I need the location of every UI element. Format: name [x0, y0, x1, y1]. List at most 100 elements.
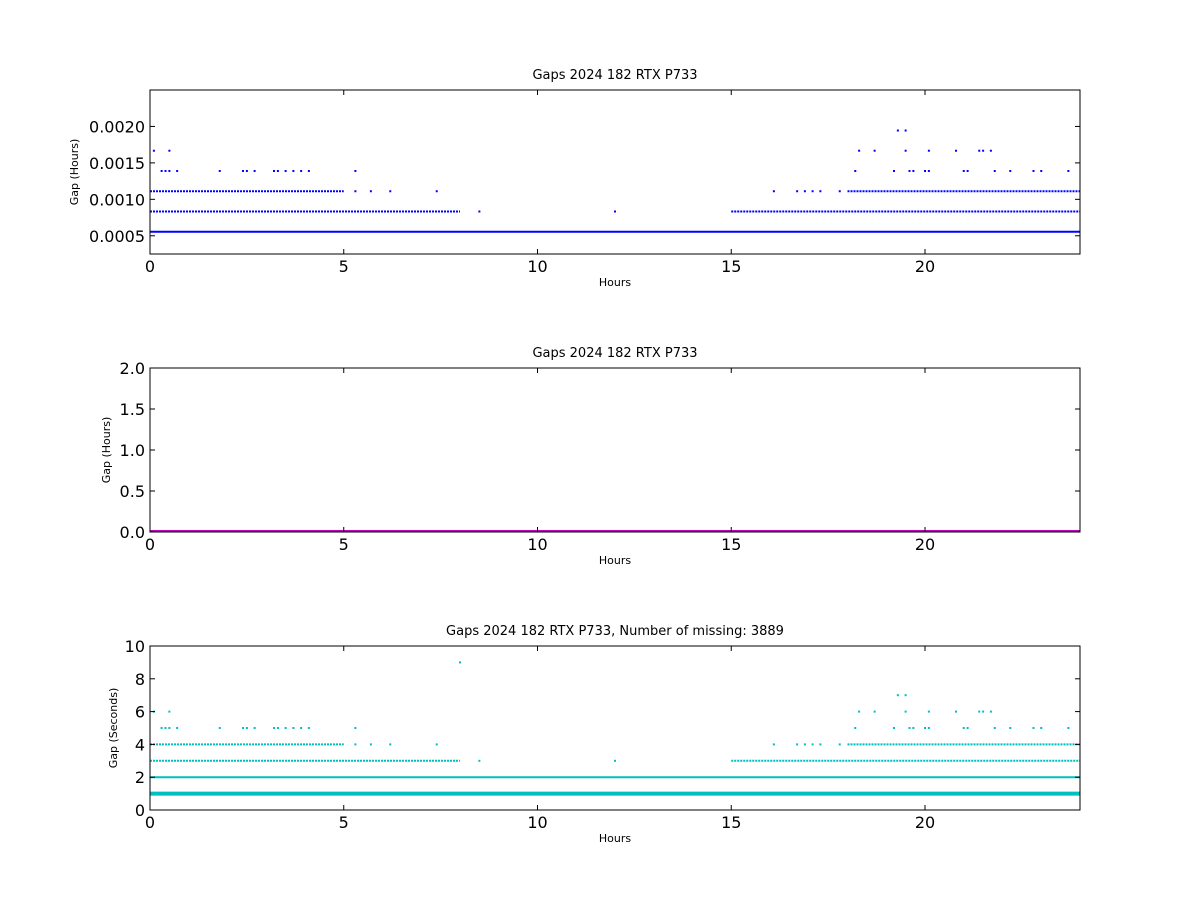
gap-point — [300, 169, 303, 172]
y-tick-label: 0.0005 — [89, 227, 145, 246]
gap-point — [176, 727, 179, 729]
gap-point — [369, 190, 372, 193]
gap-point — [912, 169, 915, 172]
chart-panel-1: 0 5 10 15 20 0.0005 0.0010 0.0015 0.0020 Gaps 202… — [68, 68, 1081, 289]
gap-point — [955, 149, 957, 152]
gap-point — [838, 743, 841, 746]
gap-point — [1009, 727, 1012, 729]
x-tick-label: 0 — [145, 257, 155, 276]
gap-point — [955, 710, 957, 713]
plot-area — [150, 129, 1080, 233]
y-tick-label: 6 — [135, 703, 145, 722]
gap-point — [924, 169, 926, 172]
gap-point — [218, 169, 221, 172]
chart-title: Gaps 2024 182 RTX P733 — [532, 68, 697, 83]
y-tick-label: 4 — [135, 735, 145, 754]
gap-point — [168, 710, 171, 713]
gap-point — [1032, 169, 1035, 172]
axes-frame — [149, 367, 1081, 533]
gap-point — [819, 190, 822, 193]
gap-point — [292, 727, 295, 729]
gap-point — [160, 727, 163, 729]
gap-point — [896, 129, 899, 132]
gap-point — [168, 727, 171, 729]
gap-point — [354, 743, 357, 746]
gap-point — [962, 169, 965, 172]
chart-panel-2: 0 5 10 15 20 0.0 0.5 1.0 1.5 2.0 Gaps 2024 182 RTX… — [100, 346, 1081, 567]
y-tick-label: 0.0020 — [89, 117, 145, 136]
gap-point — [796, 743, 799, 746]
y-tick-label: 0.0015 — [89, 154, 145, 173]
x-tick-label: 5 — [339, 535, 349, 554]
gap-point — [854, 169, 857, 172]
gap-point — [896, 694, 899, 697]
gap-point — [772, 190, 775, 193]
x-tick-label: 20 — [915, 535, 935, 554]
axes-frame — [149, 89, 1081, 255]
gap-point — [152, 149, 155, 152]
y-tick-label: 8 — [135, 670, 145, 689]
x-axis-label: Hours — [599, 832, 631, 845]
gap-point — [307, 727, 310, 729]
gap-point — [982, 149, 985, 152]
gap-point — [253, 727, 256, 729]
x-tick-label: 0 — [145, 813, 155, 832]
y-tick-label: 0 — [135, 801, 145, 820]
gap-point — [160, 169, 163, 172]
gap-point — [858, 149, 861, 152]
gap-point — [858, 710, 861, 713]
gap-point — [253, 169, 256, 172]
gap-point — [908, 727, 911, 729]
gap-point — [993, 169, 996, 172]
gap-point — [459, 661, 461, 664]
gap-point — [873, 149, 876, 152]
y-tick-label: 0.0010 — [89, 190, 145, 209]
x-tick-label: 10 — [527, 257, 547, 276]
y-tick-label: 0.5 — [120, 482, 145, 501]
gap-point — [803, 743, 806, 746]
x-tick-label: 20 — [915, 257, 935, 276]
gap-point — [927, 149, 930, 152]
gap-point — [927, 710, 930, 713]
y-tick-label: 2 — [135, 768, 145, 787]
gap-point — [1032, 727, 1035, 729]
chart-title: Gaps 2024 182 RTX P733 — [532, 346, 697, 361]
gap-point — [284, 169, 287, 172]
x-tick-label: 5 — [339, 257, 349, 276]
gap-point — [854, 727, 857, 729]
gap-point — [873, 710, 876, 713]
x-tick-label: 15 — [721, 813, 741, 832]
gap-point — [478, 759, 481, 762]
gap-point — [904, 710, 907, 713]
gap-point — [284, 727, 287, 729]
gap-point — [276, 727, 279, 729]
y-tick-label: 10 — [125, 637, 145, 656]
gap-point — [354, 169, 357, 172]
gap-point — [354, 190, 357, 193]
gap-point — [811, 743, 814, 746]
gap-point — [982, 710, 985, 713]
x-axis-label: Hours — [599, 554, 631, 567]
gap-point — [245, 727, 248, 729]
gap-point — [904, 129, 907, 132]
y-axis-label: Gap (Seconds) — [107, 688, 120, 769]
gap-point — [838, 190, 841, 193]
gap-point — [978, 149, 981, 152]
plot-area — [150, 661, 1080, 796]
gap-point — [1040, 727, 1043, 729]
gap-point — [389, 190, 392, 193]
gap-point — [811, 190, 814, 193]
gap-point — [1067, 169, 1070, 172]
gap-point — [245, 169, 248, 172]
gap-point — [218, 727, 221, 729]
gap-point — [164, 169, 167, 172]
chart-panel-3: 0 5 10 15 20 0 2 4 6 8 10 Gaps 2024 182 RTX P733, N… — [107, 624, 1081, 845]
gap-point — [993, 727, 996, 729]
gap-point — [893, 727, 895, 729]
gap-point — [966, 169, 969, 172]
x-tick-label: 10 — [527, 813, 547, 832]
gap-point — [772, 743, 775, 746]
gap-point — [168, 149, 171, 152]
x-tick-label: 10 — [527, 535, 547, 554]
gap-point — [369, 743, 372, 746]
